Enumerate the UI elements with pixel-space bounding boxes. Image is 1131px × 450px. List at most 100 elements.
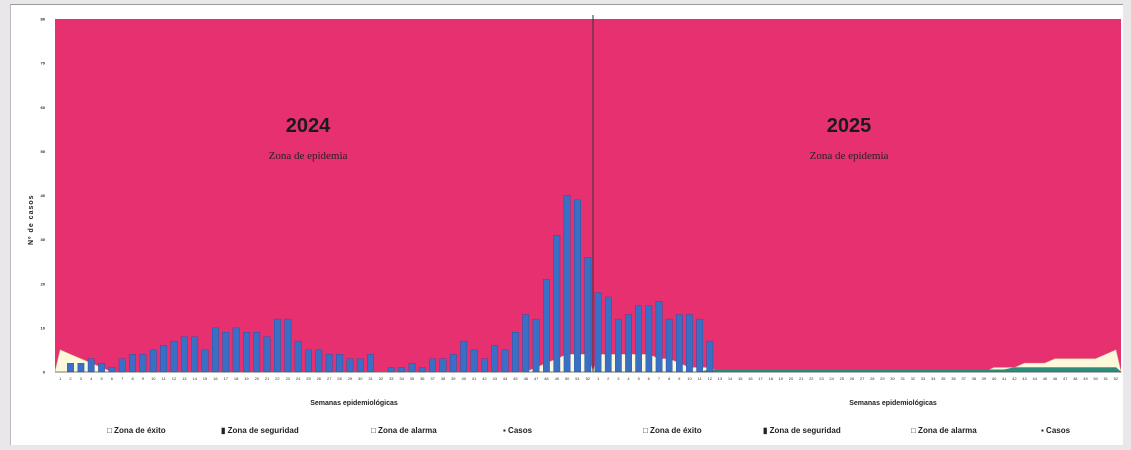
- case-bar: [563, 195, 571, 373]
- case-bar: [139, 354, 147, 373]
- x-tick-label: 45: [513, 376, 518, 381]
- x-tick-label: 3: [617, 376, 620, 381]
- x-tick-label: 26: [850, 376, 855, 381]
- x-tick-label: 2: [69, 376, 72, 381]
- case-bar: [655, 301, 663, 373]
- x-tick-label: 12: [708, 376, 713, 381]
- case-bar: [98, 363, 106, 373]
- case-bar: [263, 336, 271, 373]
- case-bar: [439, 358, 447, 373]
- legend-item: □ Zona de alarma: [371, 426, 437, 435]
- case-bar: [594, 292, 602, 373]
- x-tick-label: 16: [213, 376, 218, 381]
- year-title: 2024: [286, 115, 331, 137]
- x-tick-label: 10: [687, 376, 692, 381]
- x-tick-label: 19: [779, 376, 784, 381]
- x-tick-label: 34: [399, 376, 404, 381]
- x-tick-label: 30: [890, 376, 895, 381]
- x-tick-label: 30: [358, 376, 363, 381]
- x-tick-label: 25: [306, 376, 311, 381]
- x-tick-label: 18: [768, 376, 773, 381]
- case-bar: [615, 318, 622, 373]
- case-bar: [284, 318, 292, 373]
- x-tick-label: 48: [1073, 376, 1078, 381]
- case-bar: [149, 349, 157, 373]
- x-tick-label: 8: [131, 376, 134, 381]
- x-tick-label: 5: [100, 376, 103, 381]
- x-tick-label: 1: [59, 376, 62, 381]
- case-bar: [676, 314, 683, 373]
- epidemic-zone-area: [593, 19, 1121, 372]
- x-tick-label: 2: [607, 376, 610, 381]
- x-tick-label: 43: [1022, 376, 1027, 381]
- case-bar: [294, 340, 302, 373]
- y-tick-label: 50: [41, 149, 46, 154]
- case-bar: [108, 367, 116, 373]
- x-tick-label: 24: [829, 376, 834, 381]
- x-tick-label: 51: [575, 376, 580, 381]
- x-tick-label: 13: [182, 376, 187, 381]
- case-bar: [191, 336, 199, 373]
- x-tick-label: 12: [172, 376, 177, 381]
- x-tick-label: 41: [1002, 376, 1007, 381]
- case-bar: [449, 354, 457, 373]
- x-tick-label: 11: [698, 376, 703, 381]
- case-bar: [160, 345, 167, 373]
- x-tick-label: 3: [80, 376, 83, 381]
- y-tick-label: 80: [41, 17, 46, 22]
- zone-label: Zona de epidemia: [810, 150, 889, 162]
- x-tick-label: 7: [658, 376, 661, 381]
- x-tick-label: 32: [379, 376, 384, 381]
- y-tick-label: 70: [41, 61, 46, 66]
- x-tick-label: 15: [203, 376, 208, 381]
- case-bar: [665, 318, 673, 373]
- x-tick-label: 14: [728, 376, 733, 381]
- legend-item: ▮ Zona de seguridad: [221, 426, 299, 435]
- x-tick-label: 1: [597, 376, 600, 381]
- case-bar: [129, 354, 137, 373]
- x-tick-label: 39: [982, 376, 987, 381]
- case-bar: [460, 340, 468, 373]
- year-title: 2025: [827, 115, 872, 137]
- x-tick-label: 9: [142, 376, 145, 381]
- case-bar: [501, 349, 509, 373]
- case-bar: [429, 358, 436, 373]
- y-axis-label: Nº de casos: [28, 194, 35, 245]
- x-tick-label: 4: [627, 376, 630, 381]
- x-tick-label: 46: [524, 376, 529, 381]
- x-tick-label: 25: [840, 376, 845, 381]
- case-bar: [170, 340, 178, 373]
- x-tick-label: 45: [1043, 376, 1048, 381]
- x-tick-label: 52: [1114, 376, 1119, 381]
- legend-item: □ Zona de alarma: [911, 426, 977, 435]
- x-tick-label: 50: [565, 376, 570, 381]
- case-bar: [87, 358, 95, 373]
- x-tick-label: 27: [327, 376, 332, 381]
- case-bar: [491, 345, 499, 373]
- legend-item: ▪ Casos: [503, 426, 533, 435]
- x-tick-label: 47: [1063, 376, 1068, 381]
- case-bar: [346, 358, 354, 373]
- x-tick-label: 43: [492, 376, 497, 381]
- x-tick-label: 38: [972, 376, 977, 381]
- y-tick-label: 60: [41, 105, 46, 110]
- x-tick-label: 35: [410, 376, 415, 381]
- case-bar: [336, 354, 343, 373]
- x-tick-label: 49: [555, 376, 560, 381]
- case-bar: [118, 358, 126, 373]
- x-tick-label: 37: [430, 376, 435, 381]
- case-bar: [696, 318, 704, 373]
- case-bar: [512, 332, 519, 373]
- y-tick-label: 30: [41, 237, 46, 242]
- case-bar: [584, 257, 592, 373]
- legend-item: ▮ Zona de seguridad: [763, 426, 841, 435]
- case-bar: [77, 363, 85, 373]
- x-tick-label: 29: [348, 376, 353, 381]
- x-tick-label: 47: [534, 376, 539, 381]
- x-tick-label: 27: [860, 376, 865, 381]
- chart-frame: 1 2 3 4 5 6 7 8 9 10 11 12 13 14 15 16 17 18 19 20 21 22 23 24 2…: [10, 4, 1123, 445]
- x-tick-label: 49: [1083, 376, 1088, 381]
- x-tick-label: 42: [482, 376, 487, 381]
- x-tick-label: 20: [255, 376, 260, 381]
- case-bar: [232, 327, 240, 373]
